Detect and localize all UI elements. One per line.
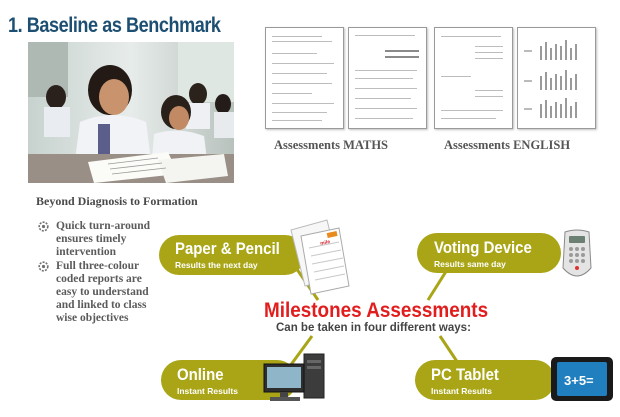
list-item: Full three-colour coded reports are easy… (38, 260, 158, 325)
classroom-photo (28, 42, 234, 183)
method-subtitle: Results the next day (175, 260, 258, 270)
page-title: 1. Baseline as Benchmark (8, 14, 221, 37)
voting-device-icon (557, 228, 597, 284)
method-title: Online (177, 365, 224, 384)
desktop-computer-icon (262, 352, 328, 404)
bullet-text: Quick turn-around ensures timely interve… (56, 220, 151, 258)
english-caption: Assessments ENGLISH (444, 138, 571, 152)
paper-pencil-method: Paper & Pencil Results the next day (159, 235, 305, 275)
english-sheet-1 (434, 27, 513, 129)
bullet-text: Full three-colour coded reports are easy… (56, 260, 149, 324)
method-subtitle: Results same day (434, 259, 506, 269)
paper-report-icon: mile (287, 218, 367, 296)
report-logo-text: mile (320, 239, 331, 247)
milestones-title: Milestones Assessments (264, 299, 489, 322)
maths-sheet-1 (265, 27, 344, 129)
maths-caption: Assessments MATHS (274, 138, 389, 152)
tablet-icon: 3+5= (550, 356, 614, 402)
voting-device-method: Voting Device Results same day (417, 233, 561, 273)
milestones-subtitle: Can be taken in four different ways: (276, 322, 471, 334)
benefits-list: Quick turn-around ensures timely interve… (38, 220, 158, 326)
gear-bullet-icon (38, 221, 49, 232)
photo-caption: Beyond Diagnosis to Formation (36, 194, 198, 208)
tablet-screen-text: 3+5= (564, 373, 594, 388)
list-item: Quick turn-around ensures timely interve… (38, 220, 158, 259)
method-title: Voting Device (434, 238, 532, 257)
method-title: Paper & Pencil (175, 239, 280, 258)
method-subtitle: Instant Results (177, 386, 238, 396)
gear-bullet-icon (38, 261, 49, 272)
pc-tablet-method: PC Tablet Instant Results (415, 360, 555, 400)
method-subtitle: Instant Results (431, 386, 492, 396)
method-title: PC Tablet (431, 365, 499, 384)
maths-sheet-2 (348, 27, 427, 129)
english-sheet-2 (517, 27, 596, 129)
